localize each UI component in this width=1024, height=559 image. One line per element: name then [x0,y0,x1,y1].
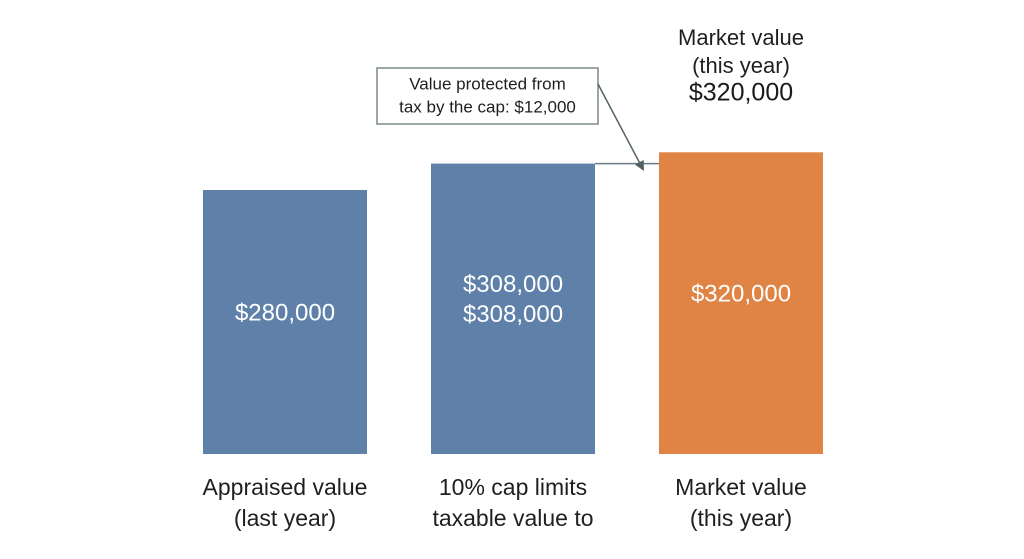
bar-2 [431,163,595,454]
bar-3-value-label: $320,000 [691,280,791,307]
labels-layer: $280,000 Appraised value (last year) $308,0… [203,25,807,531]
top-label-line-2: (this year) [692,53,790,78]
category-label-3: Market value [675,474,807,500]
bar-1-value-label: $280,000 [235,299,335,326]
callout-text-line-1: Value protected from [409,74,566,93]
bar-2-value-label: $308,000 [463,301,563,328]
top-label-line-1: Market value [678,25,804,50]
callout-arrow [597,83,644,172]
category-label-1: (last year) [234,505,336,531]
callout-layer: Value protected from tax by the cap: $12,… [376,67,644,172]
category-label-2: 10% cap limits [439,474,587,500]
callout-text-line-2: tax by the cap: $12,000 [399,97,576,116]
category-label-1: Appraised value [203,474,368,500]
bars-layer [203,152,823,455]
callout-box [376,67,599,125]
category-label-2: taxable value to [432,505,593,531]
bar-2-value-label: $308,000 [463,271,563,298]
bar-1 [203,190,367,454]
category-label-3: (this year) [690,505,792,531]
top-label-value: $320,000 [689,79,793,107]
bar-3 [659,152,823,455]
